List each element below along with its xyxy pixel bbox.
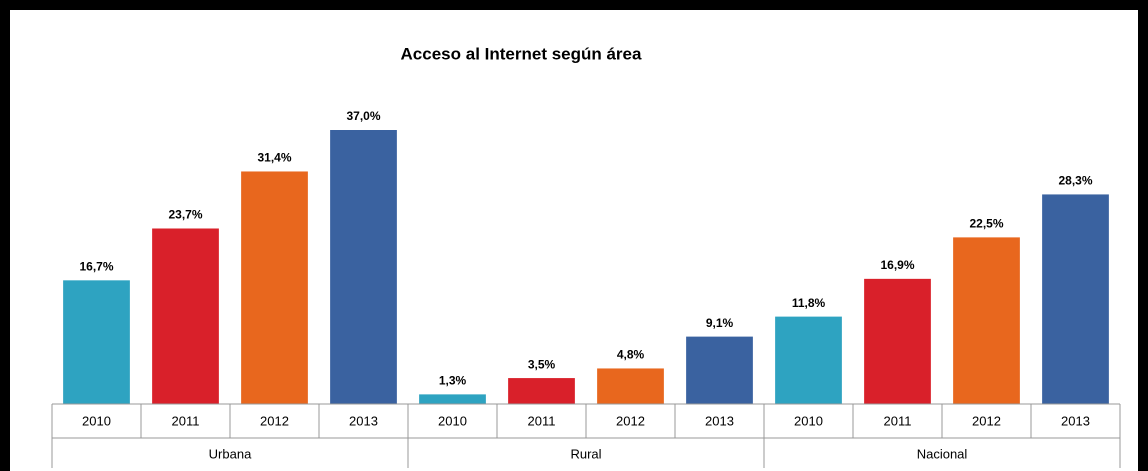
group-label: Rural (570, 446, 601, 461)
x-tick-label: 2012 (616, 413, 645, 428)
x-tick-label: 2012 (972, 413, 1001, 428)
x-tick-label: 2011 (172, 413, 200, 428)
x-tick-label: 2013 (349, 413, 378, 428)
value-label: 23,7% (168, 208, 202, 222)
x-tick-label: 2013 (1061, 413, 1090, 428)
bar (241, 171, 308, 404)
value-label: 1,3% (439, 374, 467, 388)
bar (419, 394, 486, 404)
value-label: 3,5% (528, 357, 556, 371)
bar (597, 368, 664, 404)
value-label: 22,5% (969, 217, 1003, 231)
x-tick-label: 2010 (438, 413, 467, 428)
x-tick-label: 2011 (884, 413, 912, 428)
value-label: 11,8% (792, 296, 826, 310)
bar (63, 280, 130, 404)
x-tick-label: 2013 (705, 413, 734, 428)
x-tick-label: 2010 (794, 413, 823, 428)
chart-title: Acceso al Internet según área (401, 44, 642, 63)
bar (775, 316, 842, 404)
bar (1042, 194, 1109, 404)
group-label: Nacional (917, 446, 968, 461)
value-label: 28,3% (1058, 174, 1092, 188)
bar (864, 278, 931, 404)
group-label: Urbana (209, 446, 252, 461)
value-label: 37,0% (346, 109, 380, 123)
bar (953, 237, 1020, 404)
value-label: 4,8% (617, 348, 645, 362)
x-tick-label: 2011 (528, 413, 556, 428)
bar (686, 336, 753, 404)
x-tick-label: 2012 (260, 413, 289, 428)
bar (330, 130, 397, 404)
bar (152, 228, 219, 404)
value-label: 16,7% (79, 260, 113, 274)
bar (508, 378, 575, 404)
value-label: 9,1% (706, 316, 734, 330)
value-label: 16,9% (880, 258, 914, 272)
x-tick-label: 2010 (82, 413, 111, 428)
value-label: 31,4% (257, 151, 291, 165)
